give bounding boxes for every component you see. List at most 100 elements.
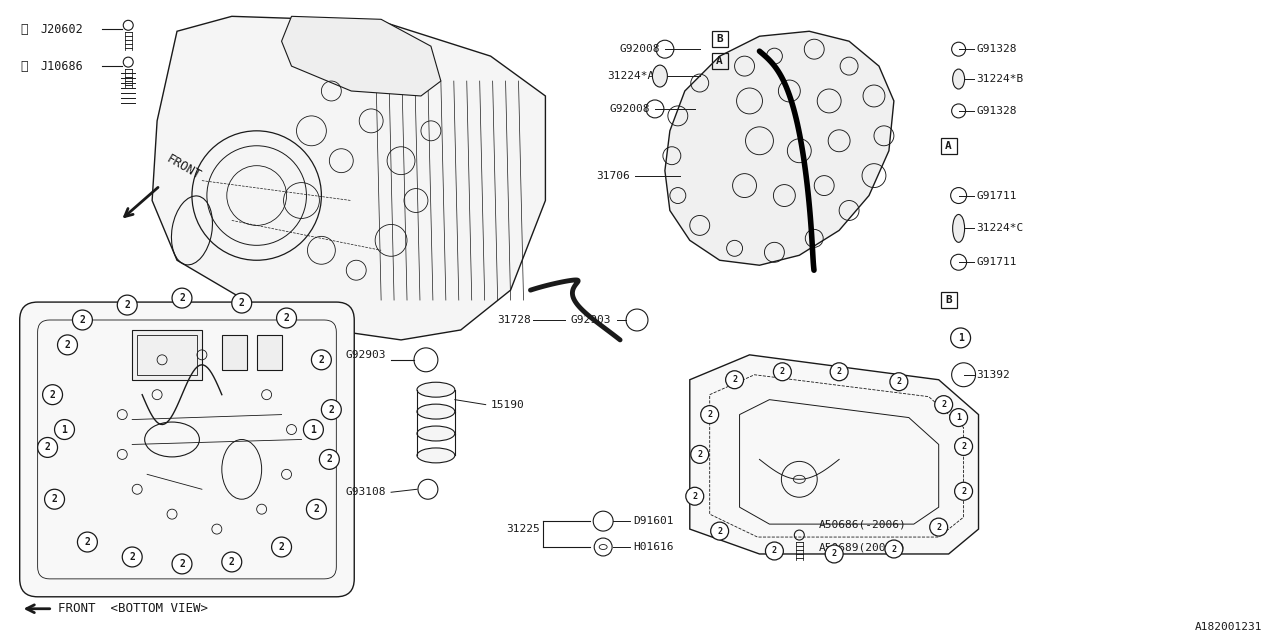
Circle shape xyxy=(765,542,783,560)
Text: 1: 1 xyxy=(61,424,68,435)
Circle shape xyxy=(55,420,74,440)
Circle shape xyxy=(271,537,292,557)
Ellipse shape xyxy=(417,404,454,419)
Circle shape xyxy=(118,295,137,315)
Text: ①: ① xyxy=(20,23,28,36)
Circle shape xyxy=(42,385,63,404)
Ellipse shape xyxy=(417,382,454,397)
Text: B: B xyxy=(945,295,952,305)
Bar xyxy=(941,138,956,154)
Text: 2: 2 xyxy=(707,410,712,419)
Text: 2: 2 xyxy=(51,494,58,504)
Text: A: A xyxy=(945,141,952,151)
Text: 2: 2 xyxy=(772,547,777,556)
Text: 2: 2 xyxy=(284,313,289,323)
Text: 2: 2 xyxy=(239,298,244,308)
Text: 2: 2 xyxy=(279,542,284,552)
Circle shape xyxy=(320,449,339,469)
Circle shape xyxy=(686,487,704,505)
Text: 31392: 31392 xyxy=(977,370,1010,380)
Text: 2: 2 xyxy=(179,559,184,569)
Circle shape xyxy=(831,363,849,381)
Text: 2: 2 xyxy=(314,504,319,514)
Text: 31224*C: 31224*C xyxy=(977,223,1024,234)
Text: A182001231: A182001231 xyxy=(1194,621,1262,632)
Text: 1: 1 xyxy=(957,333,964,343)
Circle shape xyxy=(950,408,968,426)
Text: 15190: 15190 xyxy=(490,399,525,410)
Text: G92903: G92903 xyxy=(346,350,387,360)
Text: 2: 2 xyxy=(717,527,722,536)
Ellipse shape xyxy=(952,69,965,89)
Polygon shape xyxy=(690,355,978,554)
Circle shape xyxy=(773,363,791,381)
Text: 2: 2 xyxy=(229,557,234,567)
Circle shape xyxy=(710,522,728,540)
Text: A50689(2006-): A50689(2006-) xyxy=(819,542,908,552)
Circle shape xyxy=(955,438,973,456)
Circle shape xyxy=(78,532,97,552)
Text: 1: 1 xyxy=(311,424,316,435)
Polygon shape xyxy=(282,17,440,96)
Circle shape xyxy=(45,489,64,509)
Text: 31728: 31728 xyxy=(497,315,530,325)
Text: G91711: G91711 xyxy=(977,191,1018,200)
Text: 2: 2 xyxy=(941,400,946,409)
Text: 31706: 31706 xyxy=(596,171,630,180)
Text: 2: 2 xyxy=(896,377,901,386)
Text: 2: 2 xyxy=(780,367,785,376)
Text: 2: 2 xyxy=(64,340,70,350)
Text: J20602: J20602 xyxy=(41,23,83,36)
Circle shape xyxy=(172,288,192,308)
Ellipse shape xyxy=(417,426,454,441)
Text: FRONT  <BOTTOM VIEW>: FRONT <BOTTOM VIEW> xyxy=(58,602,207,615)
Circle shape xyxy=(934,396,952,413)
Circle shape xyxy=(73,310,92,330)
Circle shape xyxy=(123,547,142,567)
Text: B: B xyxy=(717,34,723,44)
Text: 2: 2 xyxy=(50,390,55,399)
Text: 2: 2 xyxy=(732,375,737,384)
Circle shape xyxy=(955,483,973,500)
Text: D91601: D91601 xyxy=(634,516,673,526)
Ellipse shape xyxy=(417,448,454,463)
Text: 2: 2 xyxy=(84,537,91,547)
Circle shape xyxy=(276,308,297,328)
Bar xyxy=(257,335,282,370)
Text: A50686(-2006): A50686(-2006) xyxy=(819,519,908,529)
Circle shape xyxy=(884,540,902,558)
Text: 31224*B: 31224*B xyxy=(977,74,1024,84)
Text: 2: 2 xyxy=(129,552,136,562)
Text: 2: 2 xyxy=(891,545,896,554)
Text: 2: 2 xyxy=(698,450,703,459)
Circle shape xyxy=(58,335,78,355)
Bar xyxy=(137,335,197,375)
Circle shape xyxy=(929,518,947,536)
Ellipse shape xyxy=(653,65,667,87)
Bar xyxy=(712,53,727,69)
Circle shape xyxy=(726,371,744,388)
Circle shape xyxy=(826,545,844,563)
Polygon shape xyxy=(664,31,893,265)
Circle shape xyxy=(691,445,709,463)
Text: 2: 2 xyxy=(837,367,842,376)
Text: G92903: G92903 xyxy=(571,315,611,325)
Text: G92008: G92008 xyxy=(609,104,650,114)
Text: 2: 2 xyxy=(326,454,333,465)
Bar xyxy=(941,292,956,308)
Text: ②: ② xyxy=(20,60,28,72)
Circle shape xyxy=(890,372,908,390)
Text: G91328: G91328 xyxy=(977,106,1018,116)
Bar xyxy=(712,31,727,47)
Text: 2: 2 xyxy=(45,442,50,452)
Circle shape xyxy=(951,328,970,348)
Bar xyxy=(132,330,202,380)
Text: 31225: 31225 xyxy=(507,524,540,534)
Text: 2: 2 xyxy=(961,487,966,496)
Text: 2: 2 xyxy=(832,550,837,559)
Text: H01616: H01616 xyxy=(634,542,673,552)
Text: 31224*A: 31224*A xyxy=(608,71,655,81)
Text: 2: 2 xyxy=(936,523,941,532)
Text: 2: 2 xyxy=(179,293,184,303)
Text: J10686: J10686 xyxy=(41,60,83,72)
